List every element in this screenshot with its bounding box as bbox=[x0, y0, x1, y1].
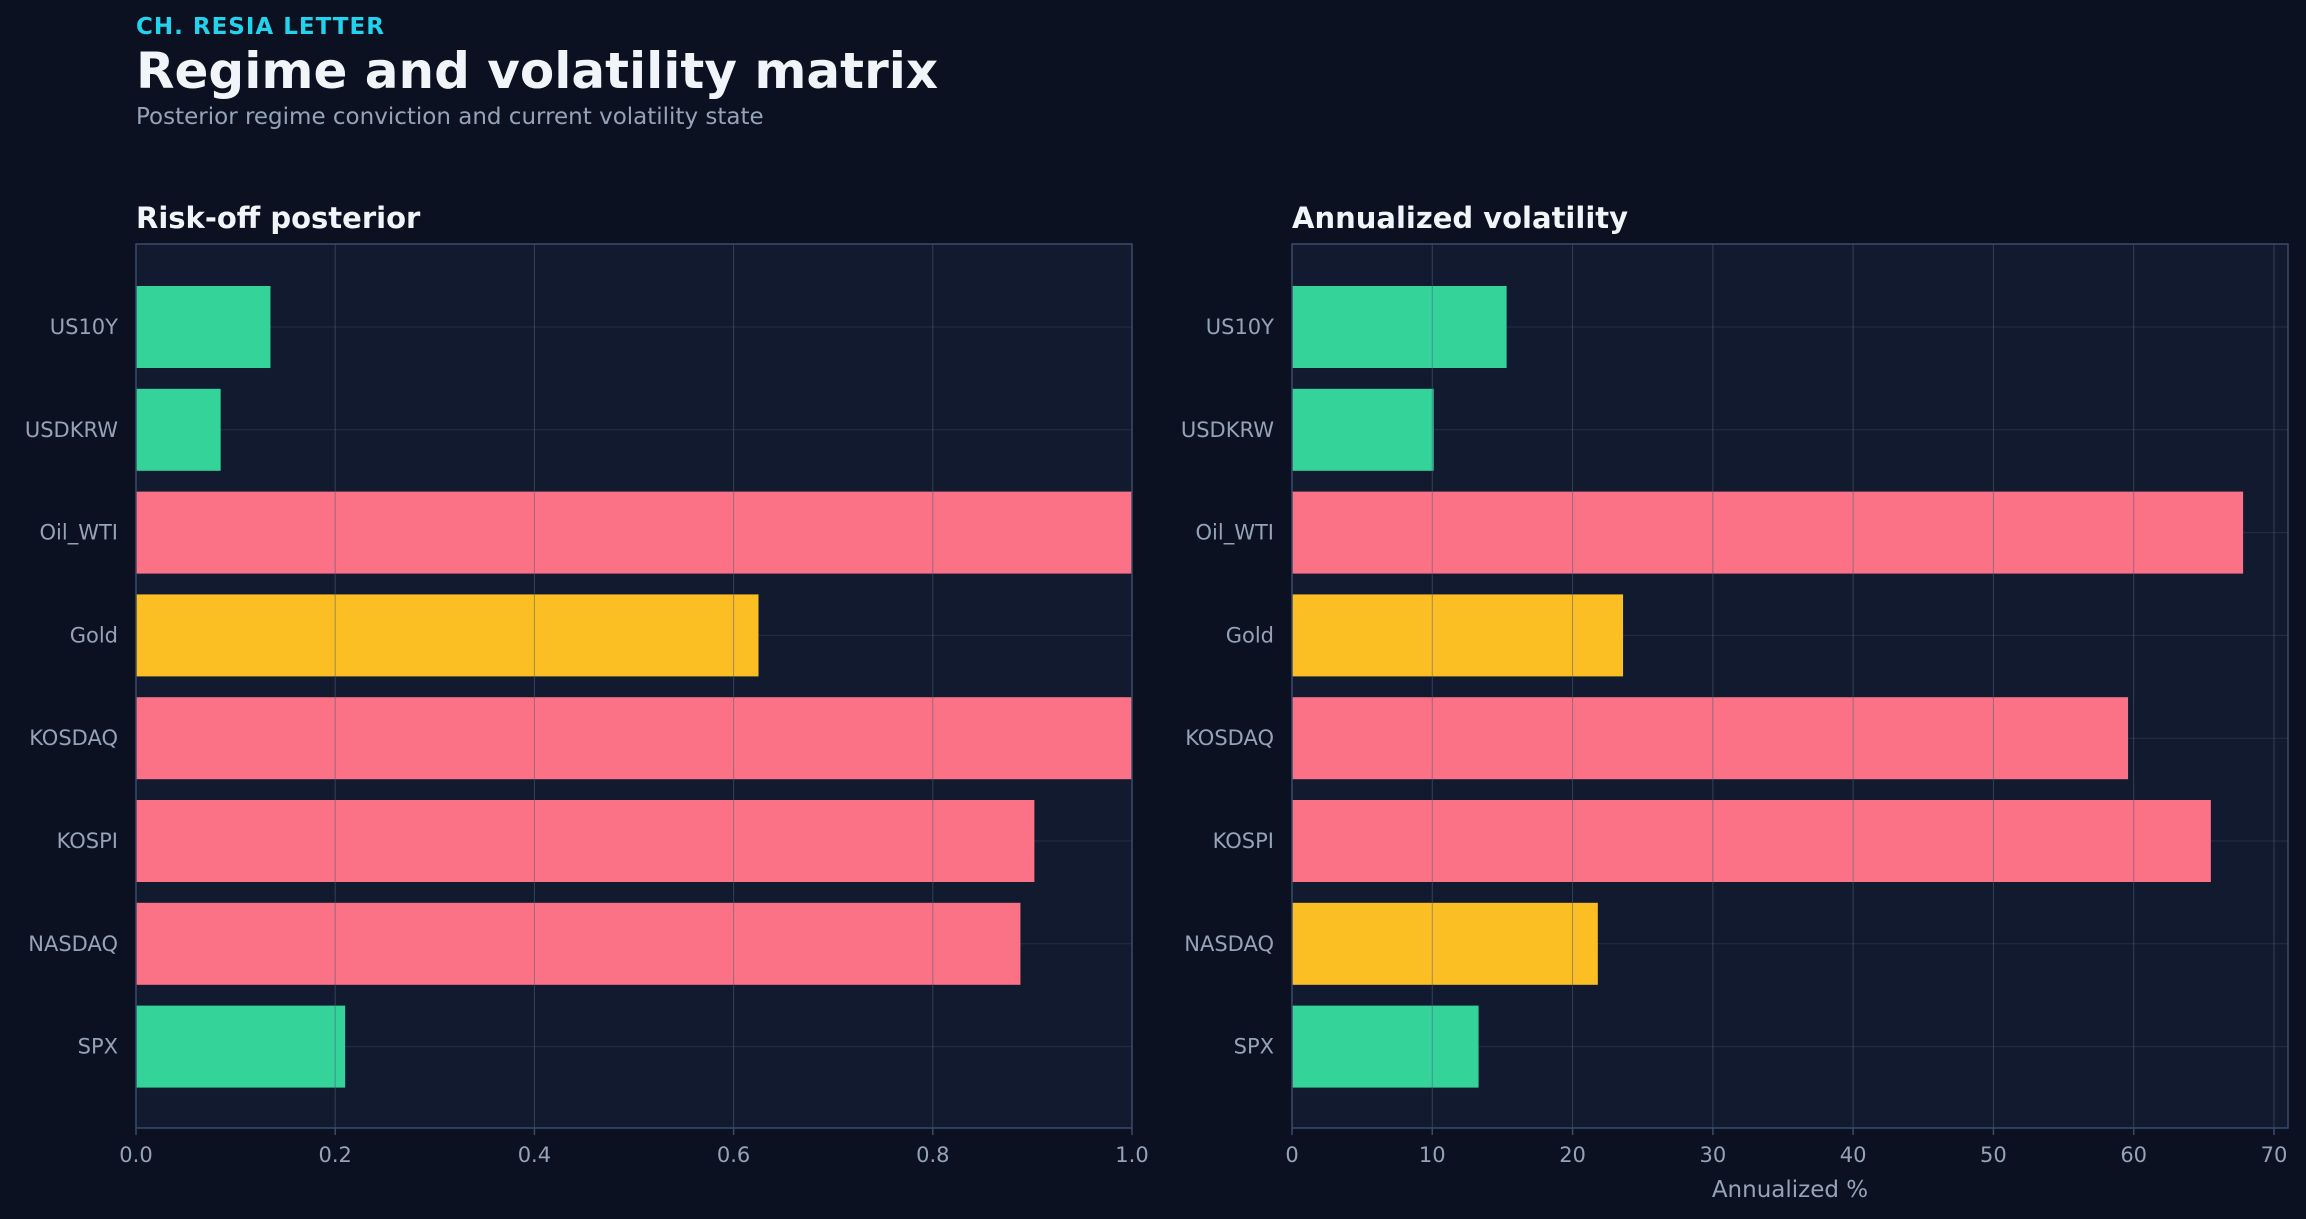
page-title: Regime and volatility matrix bbox=[136, 42, 939, 100]
chart2-plot-area bbox=[1292, 244, 2288, 1128]
chart1-category-label: KOSDAQ bbox=[29, 726, 118, 750]
chart1-xtick-label: 0.0 bbox=[119, 1143, 152, 1167]
chart1-xtick-label: 0.6 bbox=[717, 1143, 750, 1167]
chart1-bar-kospi bbox=[136, 800, 1035, 882]
chart1-xtick-label: 0.4 bbox=[518, 1143, 551, 1167]
chart1-category-label: US10Y bbox=[50, 315, 118, 339]
chart2-xtick-label: 20 bbox=[1559, 1143, 1586, 1167]
chart2-bar-kosdaq bbox=[1292, 697, 2129, 780]
chart2-bar-kospi bbox=[1292, 800, 2211, 882]
chart1-xtick-label: 0.2 bbox=[318, 1143, 351, 1167]
page-subtitle: Posterior regime conviction and current … bbox=[136, 104, 764, 130]
chart1-xtick-label: 1.0 bbox=[1115, 1143, 1148, 1167]
chart2-xtick-label: 40 bbox=[1840, 1143, 1867, 1167]
chart2-category-label: Gold bbox=[1226, 623, 1274, 647]
chart2-bar-oil_wti bbox=[1292, 491, 2244, 574]
chart1-bar-spx bbox=[136, 1005, 346, 1088]
chart1-bar-nasdaq bbox=[136, 902, 1021, 985]
chart1-bar-usdkrw bbox=[136, 388, 221, 471]
page-header: CH. RESIA LETTER Regime and volatility m… bbox=[136, 14, 938, 130]
chart2-xtick-label: 0 bbox=[1285, 1143, 1298, 1167]
chart2-category-label: KOSPI bbox=[1213, 829, 1274, 853]
chart2-frame bbox=[1291, 243, 2289, 1129]
chart2-category-label: Oil_WTI bbox=[1196, 521, 1274, 546]
chart2-category-label: USDKRW bbox=[1181, 418, 1274, 442]
chart2-bar-us10y bbox=[1292, 286, 1507, 368]
eyebrow-label: CH. RESIA LETTER bbox=[136, 14, 385, 40]
chart1-plot-area bbox=[136, 244, 1132, 1128]
chart1-bar-oil_wti bbox=[136, 491, 1132, 574]
chart1-category-label: NASDAQ bbox=[28, 932, 118, 956]
chart2-xtick-label: 60 bbox=[2120, 1143, 2147, 1167]
chart2-category-label: KOSDAQ bbox=[1185, 726, 1274, 750]
chart1-frame bbox=[135, 243, 1133, 1129]
chart2-xtick-label: 50 bbox=[1980, 1143, 2007, 1167]
chart1-category-label: Oil_WTI bbox=[40, 521, 118, 546]
chart1-category-label: KOSPI bbox=[57, 829, 118, 853]
chart2-category-label: SPX bbox=[1234, 1035, 1274, 1059]
chart1-xtick-label: 0.8 bbox=[916, 1143, 949, 1167]
chart2-bar-nasdaq bbox=[1292, 902, 1598, 985]
chart1-category-label: USDKRW bbox=[25, 418, 118, 442]
chart2-xtick-label: 30 bbox=[1699, 1143, 1726, 1167]
chart2-bar-usdkrw bbox=[1292, 388, 1434, 471]
chart1-category-label: Gold bbox=[70, 623, 118, 647]
chart2-title: Annualized volatility bbox=[1292, 201, 1628, 235]
chart2-xaxis-label: Annualized % bbox=[1712, 1177, 1868, 1203]
chart1-category-label: SPX bbox=[78, 1035, 118, 1059]
chart2-xtick-label: 10 bbox=[1419, 1143, 1446, 1167]
chart1-bar-gold bbox=[136, 594, 759, 677]
chart2-bar-gold bbox=[1292, 594, 1624, 677]
chart2-category-label: NASDAQ bbox=[1184, 932, 1274, 956]
chart2-category-label: US10Y bbox=[1206, 315, 1274, 339]
chart1-bar-kosdaq bbox=[136, 697, 1132, 780]
chart2-bar-spx bbox=[1292, 1005, 1479, 1088]
chart1-title: Risk-off posterior bbox=[136, 201, 421, 235]
chart1-bar-us10y bbox=[136, 286, 271, 368]
chart2-xtick-label: 70 bbox=[2261, 1143, 2288, 1167]
